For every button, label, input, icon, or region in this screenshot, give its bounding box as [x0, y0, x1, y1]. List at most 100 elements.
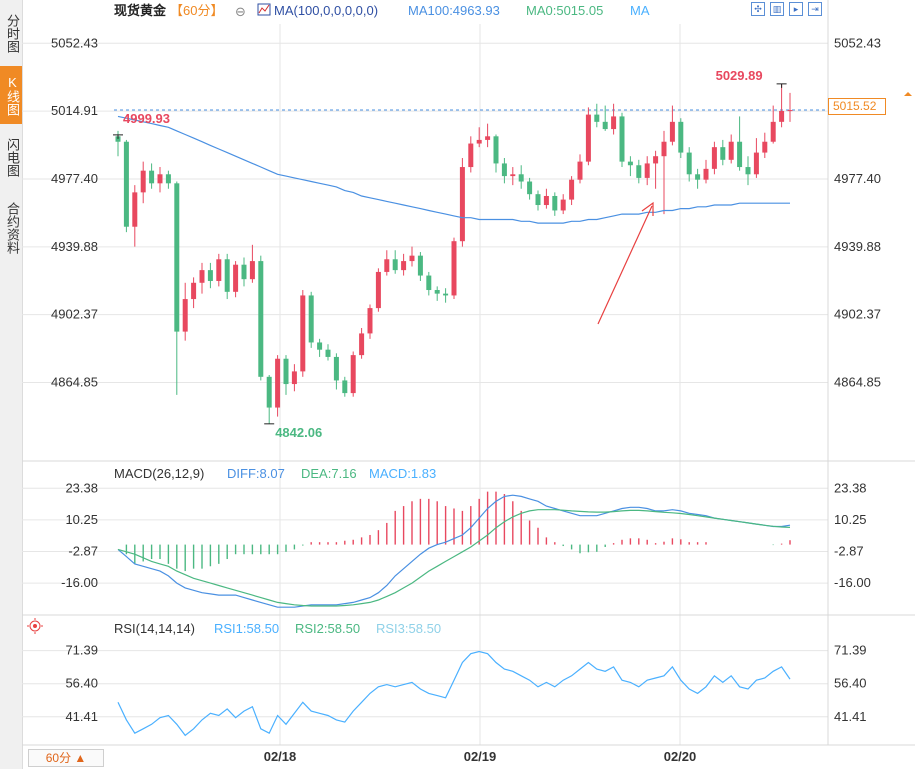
candle-body — [367, 308, 373, 334]
rsi-axis-left: 71.39 56.40 41.41 — [65, 643, 98, 724]
candle-body — [468, 143, 474, 168]
crosshair-icon[interactable]: ✣ — [751, 2, 765, 16]
candle-body — [661, 141, 667, 157]
tab-contract-info[interactable]: 合约资料 — [5, 202, 20, 254]
candle-body — [569, 179, 575, 200]
candle-body — [543, 195, 549, 206]
rsi-tick-left: 56.40 — [65, 676, 98, 691]
candle-body — [426, 275, 432, 291]
price-tick-left: 4864.85 — [51, 375, 98, 390]
candle-body — [510, 174, 516, 177]
price-tick-left: 4902.37 — [51, 307, 98, 322]
candle-body — [770, 121, 776, 142]
rsi-tick-right: 56.40 — [834, 676, 867, 691]
candle-body — [115, 136, 121, 142]
candle-body — [149, 170, 155, 184]
candle-body — [711, 147, 717, 169]
macd-tick-left: 10.25 — [65, 512, 98, 527]
high-price-label: 5029.89 — [716, 68, 763, 83]
candle-body — [199, 270, 205, 283]
macd-tick-right: -16.00 — [834, 575, 871, 590]
date-tick-label: 02/18 — [264, 749, 297, 764]
tab-kline[interactable]: K线图 — [0, 66, 22, 124]
candle-body — [258, 261, 264, 377]
candlesticks — [115, 83, 793, 424]
candle-body — [434, 290, 440, 294]
candle-body — [476, 139, 482, 144]
candle-body — [501, 163, 507, 177]
candle-body — [695, 174, 701, 180]
candle-body — [585, 114, 591, 162]
candle-body — [342, 380, 348, 394]
date-tick-label: 02/19 — [464, 749, 497, 764]
macd-dea-label: DEA:7.16 — [301, 466, 357, 481]
rsi-tick-left: 71.39 — [65, 643, 98, 658]
candle-body — [594, 114, 600, 122]
candle-body — [518, 174, 524, 182]
candle-body — [233, 264, 239, 292]
macd-tick-right: 10.25 — [834, 512, 867, 527]
rsi-tick-left: 41.41 — [65, 709, 98, 724]
macd-tick-left: -16.00 — [61, 575, 98, 590]
ma-params: MA(100,0,0,0,0,0) — [274, 3, 378, 18]
price-axis-right: 5052.434977.404939.884902.374864.855014.… — [834, 35, 881, 389]
candle-body — [627, 161, 633, 166]
macd-tick-right: -2.87 — [834, 544, 864, 559]
rsi3-label: RSI3:58.50 — [376, 621, 441, 636]
price-annotation-markers — [113, 83, 787, 425]
settings-circle-icon[interactable]: ⊖ — [235, 4, 246, 19]
price-tick-right: 4977.40 — [834, 171, 881, 186]
price-tick-right: 5052.43 — [834, 35, 881, 50]
period-select-button[interactable]: 60分 ▲ — [28, 749, 104, 767]
macd-histogram — [125, 491, 791, 572]
candle-body — [409, 255, 415, 262]
candle-body — [669, 121, 675, 142]
candle-body — [300, 295, 306, 372]
candle-body — [762, 141, 768, 153]
macd-tick-left: 23.38 — [65, 480, 98, 495]
candle-body — [485, 136, 491, 140]
candle-body — [359, 333, 365, 356]
candle-body — [753, 152, 759, 175]
macd-axis-right: 23.38 10.25 -2.87 -16.00 — [834, 480, 871, 590]
price-tick-right: 4939.88 — [834, 239, 881, 254]
candle-body — [123, 141, 129, 227]
candle-body — [602, 121, 608, 130]
price-tick-right: 4864.85 — [834, 375, 881, 390]
layout-icon[interactable]: ▥ — [770, 2, 784, 16]
candle-body — [560, 199, 566, 211]
candle-body — [443, 293, 449, 296]
ma-indicator-icon[interactable] — [257, 3, 271, 16]
macd-diff-label: DIFF:8.07 — [227, 466, 285, 481]
macd-params: MACD(26,12,9) — [114, 466, 204, 481]
tab-flash-chart[interactable]: 闪电图 — [5, 137, 20, 177]
candle-body — [384, 259, 390, 272]
candle-body — [308, 295, 314, 343]
tab-time-sharing[interactable]: 分时图 — [5, 13, 20, 53]
rsi-axis-right: 71.39 56.40 41.41 — [834, 643, 867, 724]
chart-icon[interactable]: ▸ — [789, 2, 803, 16]
sidebar: 分时图 K线图 闪电图 合约资料 — [0, 0, 23, 769]
candle-body — [207, 270, 213, 281]
rsi1-label: RSI1:58.50 — [214, 621, 279, 636]
rsi-settings-icon[interactable] — [27, 618, 43, 634]
candle-body — [333, 356, 339, 381]
date-tick-label: 02/20 — [664, 749, 697, 764]
candle-body — [317, 342, 323, 350]
price-tick-left: 4939.88 — [51, 239, 98, 254]
candle-body — [291, 371, 297, 385]
annotation-arrow — [597, 201, 654, 325]
rsi-tick-right: 41.41 — [834, 709, 867, 724]
candle-body — [779, 110, 785, 122]
macd-axis-left: 23.38 10.25 -2.87 -16.00 — [61, 480, 98, 590]
macd-value-label: MACD:1.83 — [369, 466, 436, 481]
candle-body — [451, 241, 457, 296]
forward-icon[interactable]: ⇥ — [808, 2, 822, 16]
candle-body — [611, 116, 617, 130]
symbol-title: 现货黄金 — [114, 3, 167, 18]
price-tick-left: 4977.40 — [51, 171, 98, 186]
macd-dea-line — [117, 509, 791, 607]
period-tag: 【60分】 — [170, 3, 223, 18]
price-axis-left: 5052.43 5014.91 4977.40 4939.88 4902.37 4864.… — [51, 35, 98, 389]
candle-body — [737, 141, 743, 168]
